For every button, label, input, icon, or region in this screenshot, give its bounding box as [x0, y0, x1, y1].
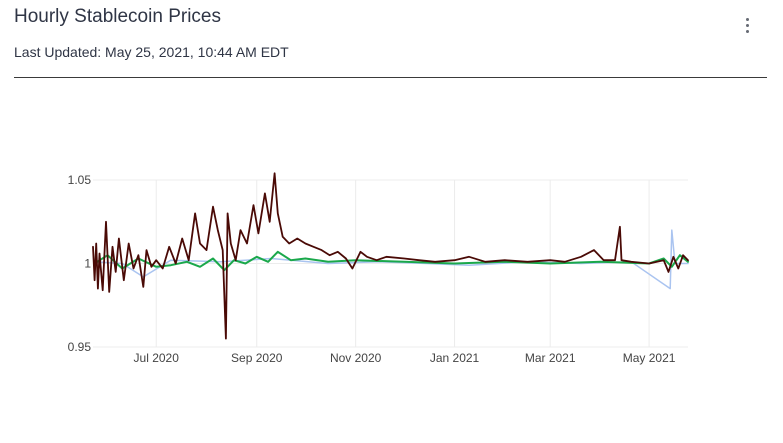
card-header: Hourly Stablecoin Prices Last Updated: M… — [0, 0, 783, 80]
series-line-2 — [93, 250, 689, 272]
vertical-ellipsis-icon[interactable] — [738, 12, 756, 38]
chart-series — [92, 172, 689, 340]
last-updated-text: Last Updated: May 25, 2021, 10:44 AM EDT — [14, 44, 289, 60]
x-tick-label: Nov 2020 — [330, 351, 382, 365]
y-tick-label: 1 — [84, 257, 91, 271]
menu-dot — [745, 23, 749, 27]
y-tick-label: 0.95 — [68, 340, 92, 354]
y-tick-label: 1.05 — [68, 173, 92, 187]
x-tick-label: Jan 2021 — [430, 351, 480, 365]
x-tick-label: Mar 2021 — [525, 351, 576, 365]
page-title: Hourly Stablecoin Prices — [14, 6, 221, 27]
menu-dot — [745, 17, 749, 21]
x-tick-label: Sep 2020 — [231, 351, 283, 365]
menu-dot — [745, 29, 749, 33]
header-divider — [14, 77, 767, 78]
series-line-3 — [92, 172, 689, 340]
x-tick-label: Jul 2020 — [134, 351, 180, 365]
x-tick-label: May 2021 — [623, 351, 676, 365]
series-line-1 — [93, 229, 689, 290]
chart-axes: 0.95 1 1.05 Jul 2020 Sep 2020 Nov 2020 Jan 202… — [68, 173, 676, 365]
